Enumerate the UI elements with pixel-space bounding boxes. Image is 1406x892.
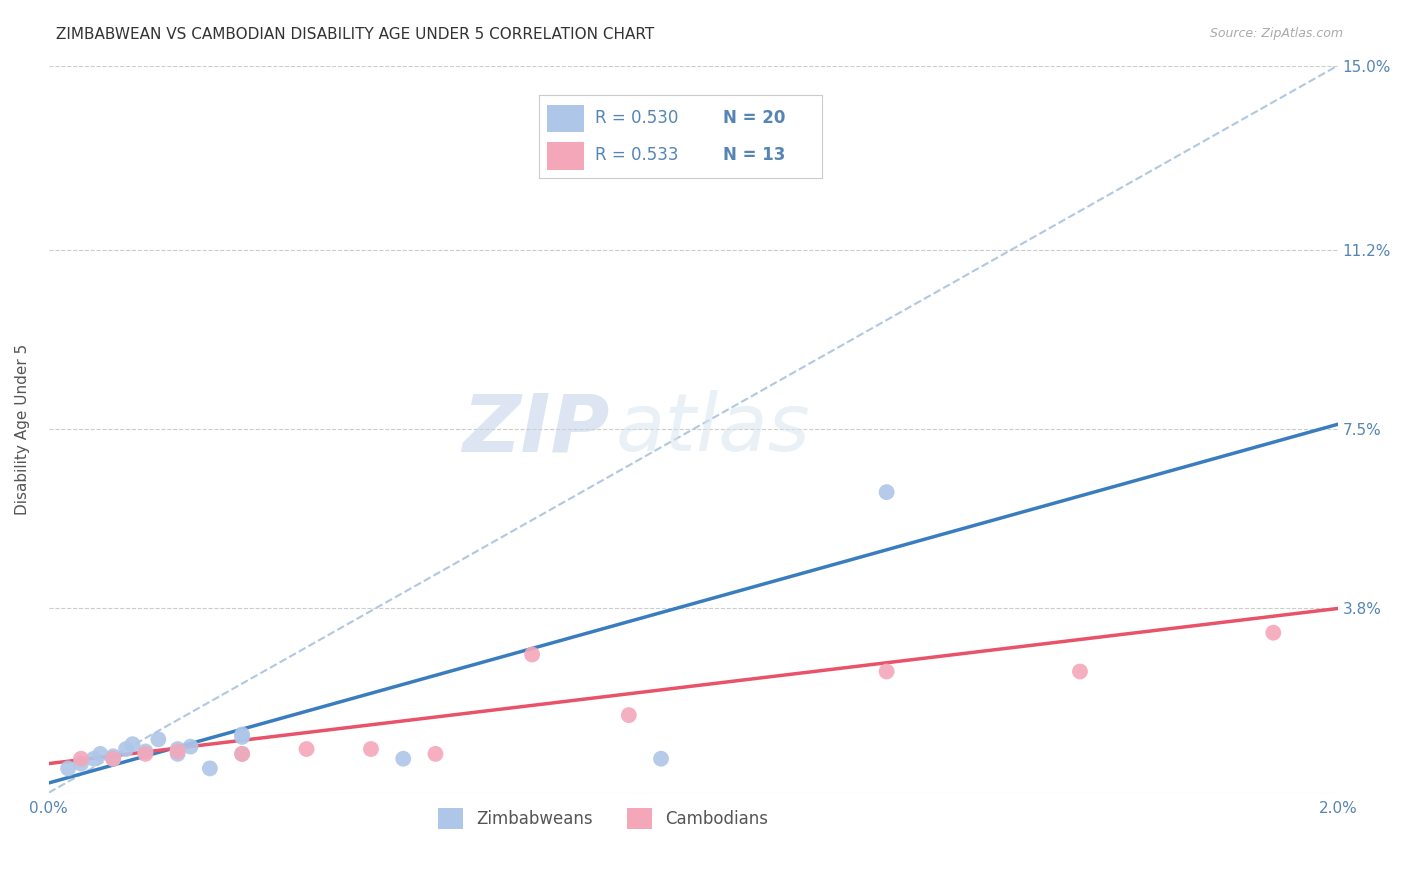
Point: [876, 485, 898, 500]
Point: [56, 761, 79, 775]
Point: [198, 761, 221, 775]
Point: [89, 747, 111, 761]
Point: [83, 752, 105, 766]
Text: Source: ZipAtlas.com: Source: ZipAtlas.com: [1209, 27, 1343, 40]
Point: [231, 747, 253, 761]
Point: [231, 730, 253, 744]
Point: [166, 747, 188, 761]
Legend: Zimbabweans, Cambodians: Zimbabweans, Cambodians: [432, 802, 775, 835]
Point: [166, 744, 188, 758]
Point: [360, 742, 382, 756]
Point: [103, 749, 125, 764]
Point: [1069, 665, 1091, 679]
Point: [295, 742, 318, 756]
Point: [231, 747, 253, 761]
Point: [134, 744, 156, 758]
Y-axis label: Disability Age Under 5: Disability Age Under 5: [15, 343, 30, 515]
Point: [425, 747, 447, 761]
Point: [121, 737, 143, 751]
Text: ZIMBABWEAN VS CAMBODIAN DISABILITY AGE UNDER 5 CORRELATION CHART: ZIMBABWEAN VS CAMBODIAN DISABILITY AGE U…: [56, 27, 654, 42]
Point: [103, 752, 125, 766]
Point: [115, 742, 138, 756]
Point: [520, 648, 543, 662]
Point: [148, 732, 170, 747]
Point: [70, 752, 93, 766]
Point: [392, 752, 415, 766]
Text: atlas: atlas: [616, 390, 811, 468]
Point: [617, 708, 640, 723]
Point: [166, 742, 188, 756]
Point: [876, 665, 898, 679]
Point: [103, 752, 125, 766]
Point: [180, 739, 202, 754]
Point: [231, 727, 253, 741]
Point: [650, 752, 672, 766]
Point: [134, 747, 156, 761]
Point: [70, 756, 93, 771]
Point: [1263, 625, 1285, 640]
Text: ZIP: ZIP: [463, 390, 609, 468]
